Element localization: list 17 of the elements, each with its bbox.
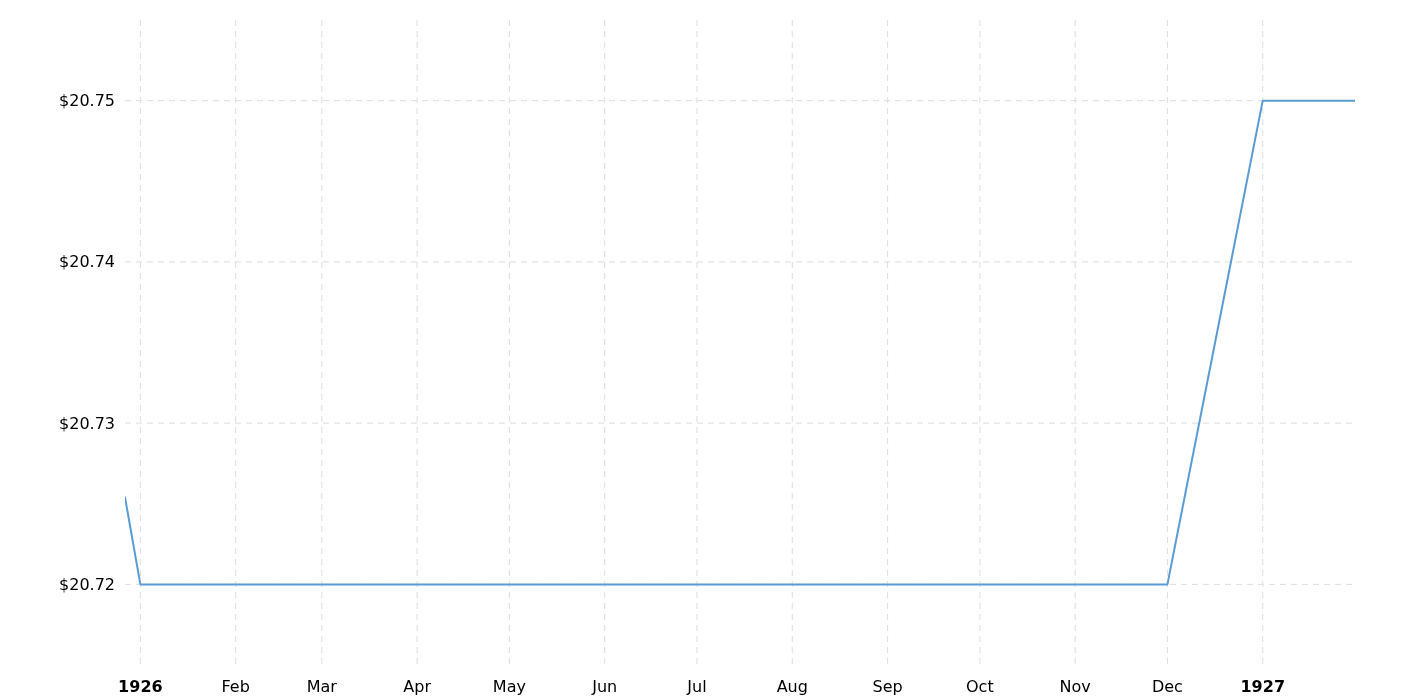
x-tick-label: Oct bbox=[966, 677, 994, 696]
x-tick-label: Jun bbox=[591, 677, 618, 696]
x-tick-label: Aug bbox=[776, 677, 808, 696]
x-tick-label: 1927 bbox=[1240, 677, 1286, 696]
x-tick-label: Apr bbox=[403, 677, 432, 696]
x-tick-label: Nov bbox=[1059, 677, 1091, 696]
x-tick-label: Feb bbox=[221, 677, 250, 696]
y-tick-label: $20.73 bbox=[59, 413, 115, 433]
x-tick-label: Mar bbox=[306, 677, 338, 696]
x-tick-label: Sep bbox=[872, 677, 903, 696]
y-tick-label: $20.75 bbox=[59, 91, 115, 111]
x-tick-label: Dec bbox=[1151, 677, 1183, 696]
x-tick-label: 1926 bbox=[118, 677, 163, 696]
x-tick-label: Jul bbox=[686, 677, 707, 696]
y-tick-label: $20.74 bbox=[59, 252, 115, 272]
x-tick-label: May bbox=[492, 677, 526, 696]
y-tick-label: $20.72 bbox=[59, 574, 115, 594]
